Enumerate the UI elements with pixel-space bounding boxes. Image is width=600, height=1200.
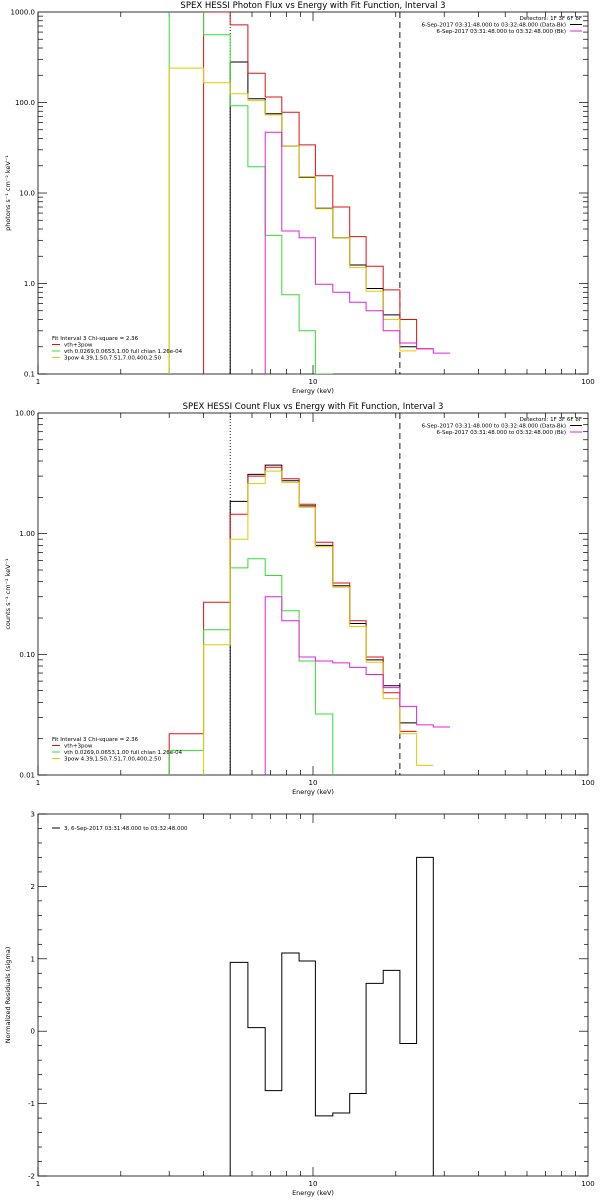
y-tick-label: 1 (31, 955, 35, 963)
legend-entry: 6-Sep-2017 03:31:48.000 to 03:32:48.000 … (437, 430, 567, 436)
y-axis-label: counts s⁻¹ cm⁻² keV⁻¹ (4, 558, 12, 630)
series-group (168, 12, 450, 374)
series-line-1 (229, 61, 417, 374)
y-tick-label: 3 (31, 811, 35, 819)
x-axis-ticks (37, 814, 576, 1176)
chart-panel-3: 1 10 100 Energy (keV) -2 -1 0 1 2 3 Normalized Res… (4, 811, 595, 1198)
detectors-label: Detectors: 1F 3F 6F 8F (520, 417, 582, 423)
x-tick-label: 1 (36, 378, 40, 386)
y-axis-ticks (38, 418, 588, 776)
x-tick-label: 10 (309, 378, 318, 386)
x-axis-ticks (37, 413, 576, 775)
series-line-4 (203, 470, 434, 775)
legend-title: Fit Interval 3 Chi-square = 2.36 (52, 336, 139, 342)
series-line-3 (168, 12, 333, 374)
chart-title: SPEX HESSI Photon Flux vs Energy with Fi… (180, 1, 445, 11)
series-line-3 (168, 558, 334, 775)
x-axis-label: Energy (keV) (292, 788, 334, 796)
legend-entry: 3pow 4.39,1.50,7.51,7.00,400,2.50 (64, 356, 162, 362)
y-tick-label: 100.0 (15, 99, 35, 107)
chart-title: SPEX HESSI Count Flux vs Energy with Fit… (183, 402, 444, 412)
series-group (229, 856, 434, 1176)
series-line-1 (229, 464, 417, 775)
y-tick-label: 0.10 (19, 651, 35, 659)
series-line-5 (264, 596, 450, 775)
series-line-4 (168, 67, 417, 374)
legend-entry: vth+3pow (64, 343, 93, 349)
legend: Fit Interval 3 Chi-square = 2.36vth+3pow… (52, 336, 183, 362)
plot-frame (37, 813, 589, 1177)
y-tick-label: 1000.0 (11, 9, 36, 17)
y-tick-label: 1.00 (19, 530, 35, 538)
legend-entry: vth 0.0269,0.0653,1.00 full chian 1.26e-… (64, 750, 183, 756)
legend-entry: vth 0.0269,0.0653,1.00 full chian 1.26e-… (64, 349, 183, 355)
legend-entry: vth+3pow (64, 744, 93, 750)
y-tick-label: 10.00 (15, 410, 35, 418)
y-tick-label: 0.01 (19, 772, 35, 780)
legend-detectors: Detectors: 1F 3F 6F 8F6-Sep-2017 03:31:4… (422, 16, 582, 35)
y-axis-label: Normalized Residuals (sigma) (4, 947, 12, 1044)
x-tick-label: 100 (581, 1180, 594, 1188)
plot-frame (37, 412, 589, 776)
x-tick-label: 100 (581, 779, 594, 787)
x-tick-label: 10 (309, 1180, 318, 1188)
legend-detectors: Detectors: 1F 3F 6F 8F6-Sep-2017 03:31:4… (422, 417, 582, 436)
y-tick-label: 0 (31, 1028, 35, 1036)
y-axis-ticks (38, 15, 588, 375)
x-axis-ticks (37, 12, 576, 374)
x-tick-label: 100 (581, 378, 594, 386)
series-line-2 (203, 12, 434, 374)
legend: 3, 6-Sep-2017 03:31:48.000 to 03:32:48.0… (52, 826, 188, 832)
legend: Fit Interval 3 Chi-square = 2.36vth+3pow… (52, 737, 183, 763)
legend-title: Fit Interval 3 Chi-square = 2.36 (52, 737, 139, 743)
series-line-2 (168, 466, 417, 775)
series-group (168, 464, 450, 775)
x-tick-label: 1 (36, 1180, 40, 1188)
detectors-label: Detectors: 1F 3F 6F 8F (520, 16, 582, 22)
x-axis-label: Energy (keV) (292, 387, 334, 395)
y-tick-label: 1.0 (24, 280, 35, 288)
x-axis-label: Energy (keV) (292, 1189, 334, 1197)
plot-frame (37, 11, 589, 375)
legend-entry: 6-Sep-2017 03:31:48.000 to 03:32:48.000 … (422, 23, 566, 29)
y-tick-label: 2 (31, 883, 35, 891)
series-line-5 (264, 131, 450, 374)
chart-panel-1: SPEX HESSI Photon Flux vs Energy with Fi… (4, 1, 595, 395)
y-tick-label: -1 (28, 1100, 35, 1108)
chart-panel-2: SPEX HESSI Count Flux vs Energy with Fit… (4, 402, 595, 796)
y-tick-label: 10.0 (19, 190, 35, 198)
x-tick-label: 1 (36, 779, 40, 787)
y-tick-label: -2 (28, 1173, 35, 1181)
legend-entry: 6-Sep-2017 03:31:48.000 to 03:32:48.000 … (437, 29, 567, 35)
y-axis-ticks (38, 813, 588, 1177)
legend-entry: 3pow 4.39,1.50,7.51,7.00,400,2.50 (64, 757, 162, 763)
x-tick-label: 10 (309, 779, 318, 787)
legend-entry: 3, 6-Sep-2017 03:31:48.000 to 03:32:48.0… (64, 826, 188, 832)
y-tick-label: 0.1 (24, 371, 35, 379)
y-axis-label: photons s⁻¹ cm⁻² keV⁻¹ (4, 155, 12, 231)
series-line-1 (229, 856, 434, 1176)
legend-entry: 6-Sep-2017 03:31:48.000 to 03:32:48.000 … (422, 424, 566, 430)
